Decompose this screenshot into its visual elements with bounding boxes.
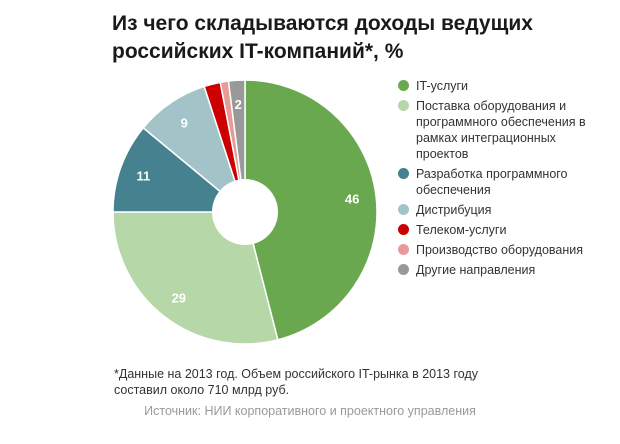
- legend-swatch: [398, 168, 409, 179]
- pie-slice-1: [244, 79, 378, 341]
- chart-legend: IT-услуги Поставка оборудования и програм…: [398, 78, 598, 282]
- legend-label: Другие направления: [416, 263, 536, 277]
- legend-label: IT-услуги: [416, 79, 469, 93]
- pie-slice-7: [227, 79, 246, 213]
- legend-item: Телеком-услуги: [398, 222, 598, 238]
- legend-swatch: [398, 264, 409, 275]
- slice-value-label: 46: [345, 191, 359, 206]
- pie-slice-2: [112, 211, 279, 345]
- legend-label: Разработка программного обеспечения: [416, 167, 568, 197]
- legend-item: Дистрибуция: [398, 202, 598, 218]
- slice-value-label: 2: [235, 97, 242, 112]
- legend-item: Другие направления: [398, 262, 598, 278]
- legend-swatch: [398, 80, 409, 91]
- legend-item: Разработка программного обеспечения: [398, 166, 598, 198]
- source-note: Источник: НИИ корпоративного и проектног…: [144, 404, 476, 418]
- slice-value-label: 29: [172, 290, 186, 305]
- legend-item: Поставка оборудования и программного обе…: [398, 98, 598, 162]
- slice-value-label: 11: [137, 168, 151, 183]
- legend-label: Телеком-услуги: [416, 223, 507, 237]
- donut-chart: 46 29 11 9 2: [112, 79, 378, 345]
- slice-value-label: 9: [181, 116, 188, 131]
- legend-swatch: [398, 224, 409, 235]
- chart-title: Из чего складываются доходы ведущих росс…: [112, 12, 533, 63]
- legend-label: Дистрибуция: [416, 203, 492, 217]
- legend-label: Поставка оборудования и программного обе…: [416, 99, 586, 161]
- legend-item: Производство оборудования: [398, 242, 598, 258]
- legend-swatch: [398, 244, 409, 255]
- legend-swatch: [398, 100, 409, 111]
- donut-hole: [212, 179, 278, 245]
- footnote: *Данные на 2013 год. Объем российского I…: [114, 367, 478, 397]
- pie-slice-3: [112, 126, 248, 213]
- legend-swatch: [398, 204, 409, 215]
- legend-item: IT-услуги: [398, 78, 598, 94]
- legend-label: Производство оборудования: [416, 243, 584, 257]
